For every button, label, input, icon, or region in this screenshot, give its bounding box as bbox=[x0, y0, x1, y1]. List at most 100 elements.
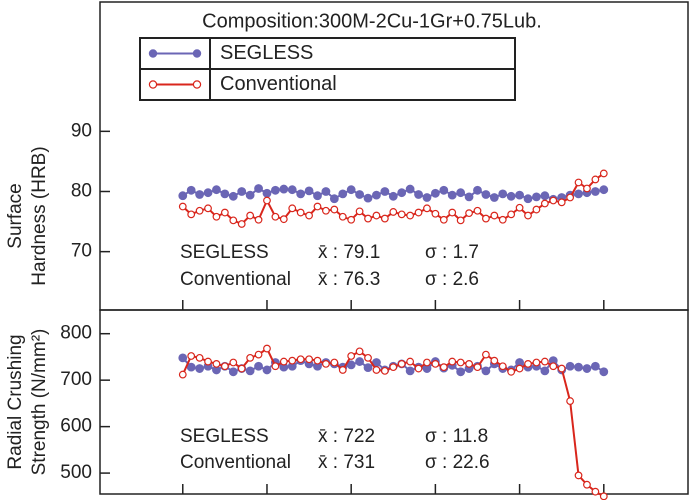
point bbox=[372, 366, 381, 374]
point bbox=[414, 364, 423, 373]
annotation: σ : 1.7 bbox=[425, 242, 479, 263]
point bbox=[186, 362, 196, 372]
point bbox=[279, 184, 289, 194]
point bbox=[574, 471, 583, 480]
point bbox=[532, 192, 541, 202]
legend-marker bbox=[148, 80, 158, 89]
point bbox=[414, 190, 423, 199]
annotation: σ : 22.6 bbox=[425, 452, 490, 473]
y-tick-label: 800 bbox=[60, 323, 92, 344]
annotation: SEGLESS bbox=[180, 242, 269, 263]
point bbox=[380, 366, 389, 375]
point bbox=[566, 397, 575, 405]
point bbox=[313, 356, 322, 365]
y-tick-label: 700 bbox=[60, 369, 92, 390]
point bbox=[296, 355, 305, 364]
point bbox=[187, 210, 196, 219]
point bbox=[338, 189, 348, 199]
point bbox=[187, 352, 196, 360]
point bbox=[296, 208, 305, 217]
point bbox=[532, 205, 541, 214]
point bbox=[212, 212, 221, 221]
point bbox=[363, 193, 373, 203]
point bbox=[405, 184, 415, 194]
point bbox=[447, 190, 457, 200]
point bbox=[406, 357, 415, 366]
point bbox=[203, 188, 213, 198]
annotation: x̄ : 722 bbox=[318, 426, 375, 447]
annotation: x̄ : 79.1 bbox=[318, 242, 380, 263]
point bbox=[473, 185, 482, 195]
point bbox=[321, 187, 331, 196]
point bbox=[178, 202, 187, 211]
point bbox=[204, 204, 212, 213]
y-axis-label: Surface bbox=[5, 183, 26, 248]
point bbox=[178, 353, 188, 363]
point bbox=[439, 185, 449, 195]
point bbox=[322, 359, 330, 368]
point bbox=[515, 190, 524, 200]
point bbox=[431, 209, 440, 218]
point bbox=[582, 364, 592, 373]
y-tick-label: 80 bbox=[71, 181, 92, 202]
point bbox=[271, 212, 280, 221]
point bbox=[464, 192, 474, 202]
point bbox=[557, 198, 566, 207]
point bbox=[423, 204, 431, 213]
point bbox=[574, 178, 583, 187]
point bbox=[254, 184, 263, 193]
point bbox=[481, 190, 491, 199]
point bbox=[204, 357, 212, 366]
point bbox=[304, 186, 314, 196]
point bbox=[515, 203, 524, 212]
point bbox=[549, 196, 558, 205]
annotation: σ : 11.8 bbox=[425, 426, 488, 447]
point bbox=[212, 185, 221, 195]
point bbox=[388, 191, 398, 201]
y-axis-label: Strength (N/mm²) bbox=[29, 329, 50, 476]
annotation: SEGLESS bbox=[180, 426, 269, 447]
point bbox=[583, 184, 591, 193]
annotation: x̄ : 76.3 bbox=[318, 269, 380, 290]
point bbox=[557, 364, 566, 373]
point bbox=[355, 347, 364, 356]
point bbox=[465, 359, 473, 368]
y-axis-label: Radial Crushing bbox=[5, 334, 26, 469]
point bbox=[405, 366, 415, 376]
point bbox=[439, 363, 448, 372]
point bbox=[195, 190, 205, 199]
point bbox=[228, 367, 238, 377]
point bbox=[380, 187, 390, 196]
point bbox=[355, 207, 364, 216]
point bbox=[482, 214, 490, 223]
point bbox=[287, 185, 297, 195]
point bbox=[228, 191, 238, 201]
point bbox=[498, 189, 508, 199]
point bbox=[246, 353, 255, 362]
point bbox=[220, 362, 229, 371]
point bbox=[397, 359, 406, 368]
point bbox=[279, 357, 288, 366]
point bbox=[245, 190, 255, 200]
point bbox=[489, 193, 499, 202]
y-tick-label: 70 bbox=[71, 241, 92, 262]
point bbox=[456, 367, 466, 377]
point bbox=[566, 193, 575, 202]
point bbox=[220, 208, 229, 217]
point bbox=[456, 188, 466, 198]
point bbox=[372, 211, 381, 220]
point bbox=[270, 185, 280, 195]
point bbox=[498, 215, 507, 224]
point bbox=[599, 185, 609, 195]
point bbox=[397, 188, 407, 198]
legend-marker bbox=[192, 80, 202, 89]
point bbox=[246, 211, 255, 220]
point bbox=[540, 199, 549, 208]
point bbox=[448, 208, 457, 217]
point bbox=[330, 358, 339, 367]
point bbox=[330, 205, 339, 214]
annotation: Conventional bbox=[180, 269, 291, 290]
point bbox=[389, 363, 398, 372]
point bbox=[565, 361, 575, 371]
